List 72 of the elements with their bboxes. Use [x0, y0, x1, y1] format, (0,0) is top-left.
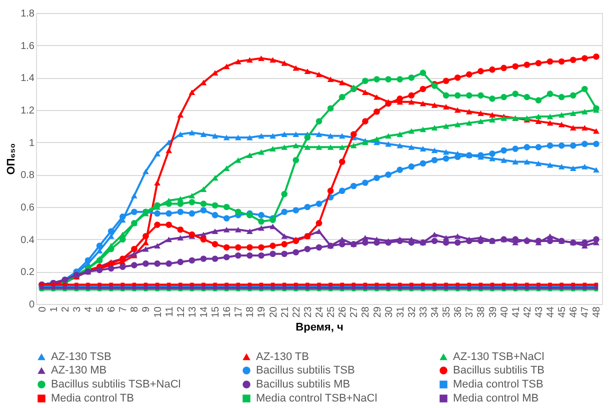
y-tick-label: 1.6: [20, 40, 35, 52]
x-tick-label: 48: [592, 306, 603, 318]
x-tick-label: 39: [488, 306, 499, 318]
x-tick-label: 34: [430, 306, 442, 318]
legend-label: Media control TB: [51, 392, 134, 404]
legend-label: AZ-130 TB: [256, 350, 309, 363]
x-tick-label: 1: [48, 306, 60, 312]
x-axis-title: Время, ч: [296, 322, 344, 334]
x-tick-label: 4: [83, 306, 94, 312]
x-tick-label: 17: [234, 306, 245, 318]
x-tick-label: 18: [245, 306, 256, 318]
legend-label: AZ-130 TSB+NaCl: [453, 350, 544, 363]
x-tick-label: 36: [453, 306, 464, 318]
x-tick-label: 43: [534, 306, 545, 318]
x-tick-label: 14: [198, 306, 210, 318]
y-tick-label: 1.2: [20, 106, 35, 116]
x-tick-label: 40: [499, 306, 510, 318]
x-tick-label: 11: [164, 306, 176, 317]
x-tick-label: 44: [546, 306, 557, 318]
x-tick-label: 47: [580, 306, 592, 318]
x-tick-label: 2: [60, 306, 72, 312]
x-tick-label: 9: [141, 306, 152, 312]
y-tick-label: 0.6: [20, 202, 35, 214]
x-tick-label: 7: [118, 306, 130, 312]
y-axis-title: ОП₆₅₀: [6, 143, 18, 175]
x-tick-label: 33: [418, 306, 430, 318]
x-tick-label: 15: [210, 306, 222, 318]
x-tick-label: 21: [280, 306, 291, 318]
x-tick-label: 5: [95, 306, 106, 312]
x-tick-label: 6: [106, 306, 118, 312]
x-tick-label: 10: [152, 306, 164, 318]
y-tick-label: 0.8: [20, 170, 35, 182]
legend-label: Media control TSB: [453, 378, 544, 390]
x-tick-label: 41: [510, 306, 522, 318]
x-tick-label: 26: [338, 306, 349, 318]
legend-label: AZ-130 TSB: [51, 350, 112, 363]
x-tick-label: 16: [222, 306, 234, 318]
x-tick-label: 27: [349, 306, 360, 318]
y-tick-label: 1.8: [20, 8, 35, 20]
y-tick-label: 1.4: [20, 73, 35, 84]
legend-label: AZ-130 MB: [51, 364, 107, 376]
x-tick-label: 3: [72, 306, 83, 312]
x-tick-label: 0: [37, 306, 48, 312]
x-tick-label: 29: [372, 306, 384, 318]
y-tick-label: 0.2: [20, 267, 35, 278]
x-tick-label: 35: [442, 306, 453, 318]
legend-label: Bacillus subtilis TSB: [256, 364, 355, 376]
x-tick-label: 19: [256, 306, 268, 318]
legend-label: Media control TSB+NaCl: [256, 392, 378, 404]
legend-label: Media control MB: [453, 392, 539, 404]
y-tick-label: 1: [28, 138, 35, 149]
x-tick-label: 20: [268, 306, 280, 318]
y-tick-label: 0.4: [20, 234, 35, 246]
x-tick-label: 12: [176, 306, 187, 318]
x-tick-label: 37: [464, 306, 476, 318]
x-tick-label: 25: [326, 306, 338, 318]
x-tick-label: 30: [384, 306, 395, 318]
x-tick-label: 46: [568, 306, 580, 318]
x-tick-label: 45: [557, 306, 568, 318]
x-tick-label: 28: [360, 306, 372, 318]
legend-label: Bacillus subtilis TB: [453, 364, 544, 376]
legend-label: Bacillus subtilis TSB+NaCl: [51, 378, 181, 390]
x-tick-label: 13: [187, 306, 198, 318]
x-tick-label: 24: [314, 306, 326, 318]
x-tick-label: 23: [302, 306, 314, 318]
x-tick-label: 42: [522, 306, 534, 318]
legend-label: Bacillus subtilis MB: [256, 378, 350, 390]
x-tick-label: 38: [476, 306, 488, 318]
x-tick-label: 22: [291, 306, 302, 318]
x-tick-label: 8: [130, 306, 141, 312]
x-tick-label: 31: [395, 306, 406, 318]
x-tick-label: 32: [406, 306, 418, 318]
